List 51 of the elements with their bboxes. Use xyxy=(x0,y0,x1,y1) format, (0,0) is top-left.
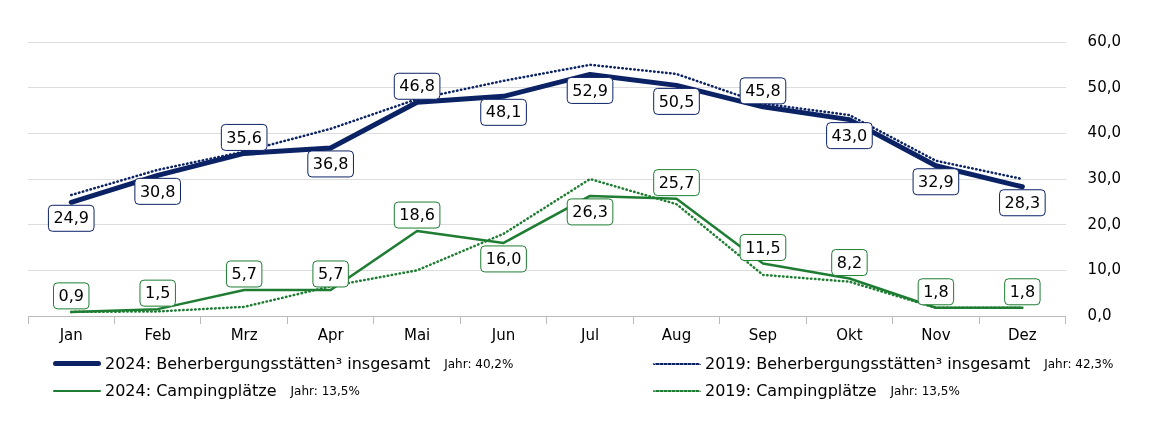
data-label: 1,8 xyxy=(923,281,949,301)
y-tick-label: 50,0 xyxy=(1087,77,1122,96)
data-label: 50,5 xyxy=(658,91,695,111)
data-label: 46,8 xyxy=(399,76,435,96)
data-label: 26,3 xyxy=(572,202,608,222)
legend-label: 2024: Beherbergungsstätten³ insgesamt xyxy=(105,354,431,373)
x-tick-label: Nov xyxy=(921,325,951,344)
x-tick-label: Feb xyxy=(144,325,171,344)
data-label: 35,6 xyxy=(226,127,262,147)
y-tick-label: 20,0 xyxy=(1087,214,1122,233)
data-label: 1,8 xyxy=(1009,281,1036,301)
legend-label: 2019: Campingplätze xyxy=(705,381,877,400)
data-label: 30,8 xyxy=(139,181,176,201)
x-tick-label: Okt xyxy=(836,325,863,344)
data-label: 24,9 xyxy=(53,208,90,228)
data-label: 0,9 xyxy=(58,286,84,306)
x-tick-label: Jun xyxy=(490,325,516,344)
data-label: 45,8 xyxy=(745,81,781,100)
text: Jahr: 13,5% xyxy=(890,383,960,398)
data-label: 32,9 xyxy=(918,171,954,191)
data-label: 8,2 xyxy=(836,252,863,272)
data-label: 18,6 xyxy=(399,205,435,225)
x-tick-label: Aug xyxy=(661,325,692,344)
data-label: 28,3 xyxy=(1004,192,1041,212)
legend-label: 2024: Campingplätze xyxy=(105,381,277,400)
data-label: 25,7 xyxy=(658,172,695,192)
text: Jahr: 42,3% xyxy=(1044,356,1114,371)
y-tick-label: 10,0 xyxy=(1087,260,1122,279)
data-label: 43,0 xyxy=(831,125,868,145)
x-tick-label: Mai xyxy=(403,325,431,344)
data-label: 48,1 xyxy=(485,102,522,122)
y-tick-label: 40,0 xyxy=(1087,123,1122,142)
text: Jahr: 13,5% xyxy=(290,383,360,398)
data-label: 16,0 xyxy=(485,249,522,269)
data-label: 1,5 xyxy=(144,283,171,303)
data-label: 52,9 xyxy=(572,80,608,100)
data-label: 36,8 xyxy=(312,154,349,174)
y-tick-label: 30,0 xyxy=(1087,168,1122,187)
data-label: 5,7 xyxy=(317,264,344,284)
y-tick-label: 60,0 xyxy=(1087,31,1122,50)
x-tick-label: Jan xyxy=(58,325,83,344)
x-tick-label: Mrz xyxy=(230,325,258,344)
data-label: 5,7 xyxy=(231,264,257,284)
x-tick-label: Dez xyxy=(1008,325,1037,344)
x-tick-label: Jul xyxy=(579,325,600,344)
y-tick-label: 0,0 xyxy=(1087,305,1112,324)
x-tick-label: Apr xyxy=(317,325,345,344)
data-label: 11,5 xyxy=(745,237,781,257)
text: Jahr: 40,2% xyxy=(444,356,514,371)
x-tick-label: Sep xyxy=(748,325,778,344)
legend-label: 2019: Beherbergungsstätten³ insgesamt xyxy=(705,354,1031,373)
